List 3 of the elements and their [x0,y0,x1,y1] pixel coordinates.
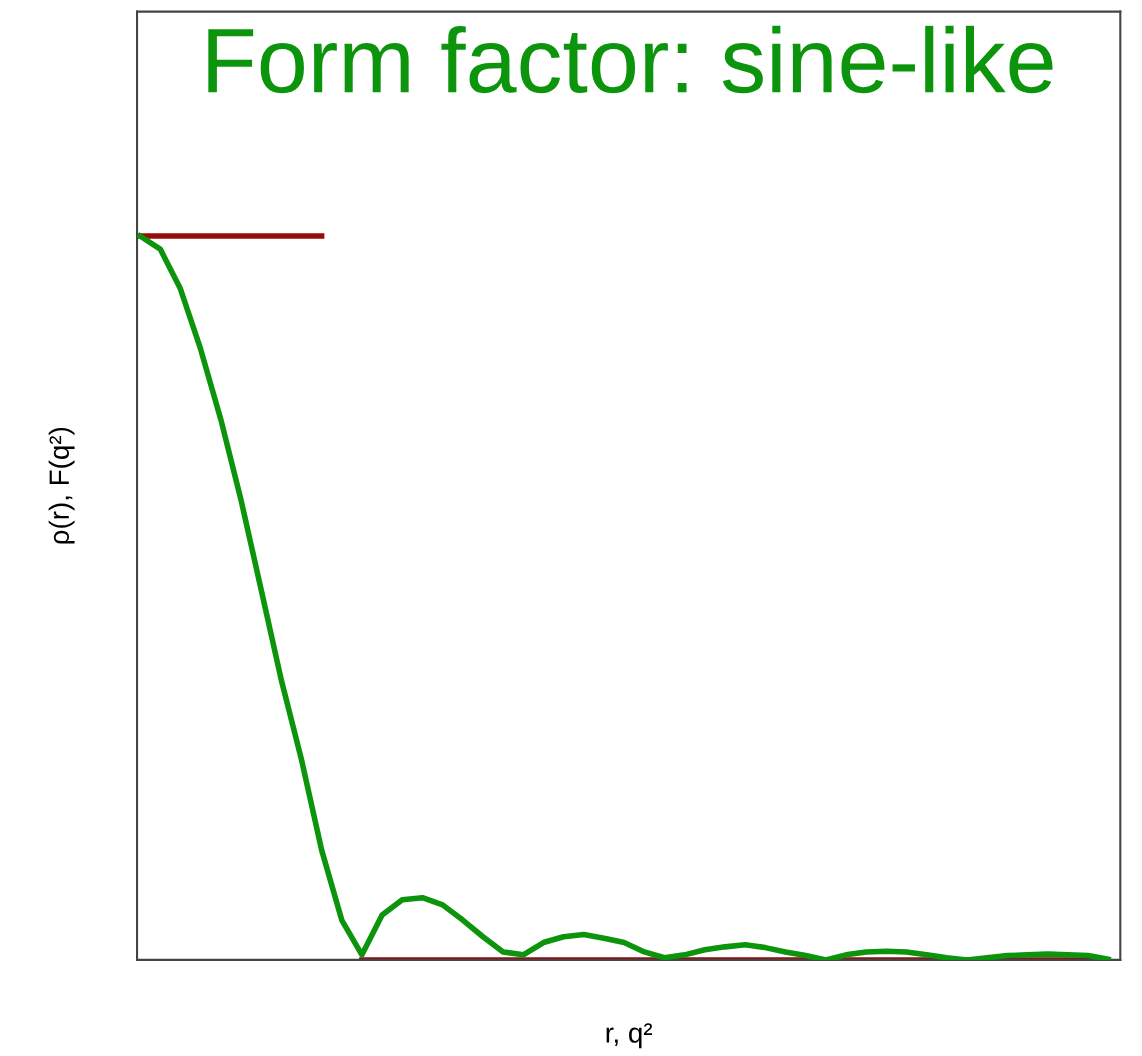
chart-title: Form factor: sine-like [208,25,1053,94]
y-axis-title: ρ(r), F(q²) [48,427,75,544]
x-axis-title: r, q² [606,1023,653,1049]
